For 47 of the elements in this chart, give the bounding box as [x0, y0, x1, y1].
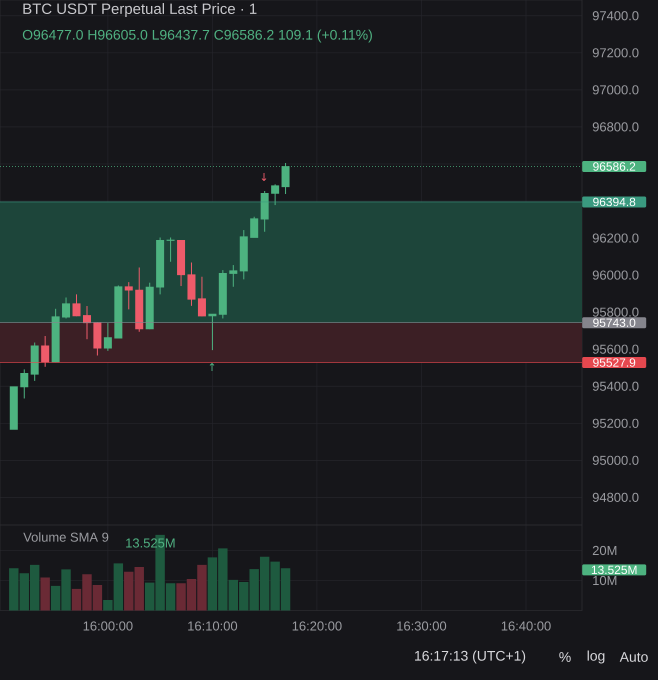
y-tick-label: 95000.0 [592, 456, 639, 465]
candlestick [20, 368, 28, 399]
y-tick-label: 95600.0 [592, 344, 639, 354]
y-tick-label: 96800.0 [592, 122, 639, 132]
bar [40, 577, 50, 610]
y-tick-label: 94800.0 [592, 492, 639, 502]
candlestick [104, 322, 112, 352]
candlestick [124, 282, 133, 310]
y-tick-label: 97400.0 [592, 11, 639, 20]
ref-line-label: 95527.9 [593, 358, 636, 367]
candlestick [250, 216, 258, 238]
y-tick-label: 97200.0 [592, 48, 639, 58]
text: % [559, 652, 571, 662]
x-tick-label: 16:20:00 [292, 621, 342, 631]
y-tick-label: 95400.0 [592, 382, 639, 391]
candlestick [41, 336, 50, 368]
candlestick [198, 276, 206, 317]
y-tick-label: 97000.0 [592, 85, 639, 94]
x-tick-label: 16:00:00 [84, 621, 133, 631]
text: O96477.0 H96605.0 L96437.7 C96586.2 109.1 (+0.11%) [22, 29, 372, 42]
candlestick [229, 264, 238, 288]
annotation: ↓ [262, 172, 266, 181]
candlestick [72, 294, 81, 317]
ref-line-label: 96394.8 [593, 198, 636, 206]
text: 13.525M [592, 566, 636, 574]
candlestick [166, 236, 175, 262]
text: 16:17:13 (UTC+1) [415, 650, 526, 664]
x-tick-label: 16:30:00 [397, 621, 446, 631]
text: Auto [620, 652, 648, 662]
annotation: ↑ [210, 362, 214, 372]
candlestick [271, 184, 280, 206]
y-tick-label: 96200.0 [592, 233, 639, 243]
y-tick-label: 20M [592, 546, 616, 556]
chart-title: BTC USDT Perpetual Last Price · 1 [23, 3, 256, 17]
x-tick-label: 16:40:00 [502, 621, 551, 631]
y-tick-label: 95800.0 [592, 308, 639, 317]
y-tick-label: 96000.0 [592, 270, 639, 280]
x-tick-label: 16:10:00 [188, 621, 238, 631]
chart-title: Volume SMA 9 [23, 532, 108, 542]
candlestick [82, 306, 91, 340]
annotation: 13.525M [126, 538, 175, 548]
candlestick [62, 297, 70, 319]
y-tick-label: 10M [593, 576, 616, 586]
ref-line-label: 96586.2 [593, 162, 636, 171]
text: log [588, 650, 604, 664]
ref-line-label: 95743.0 [593, 318, 636, 327]
y-tick-label: 95200.0 [592, 418, 639, 428]
